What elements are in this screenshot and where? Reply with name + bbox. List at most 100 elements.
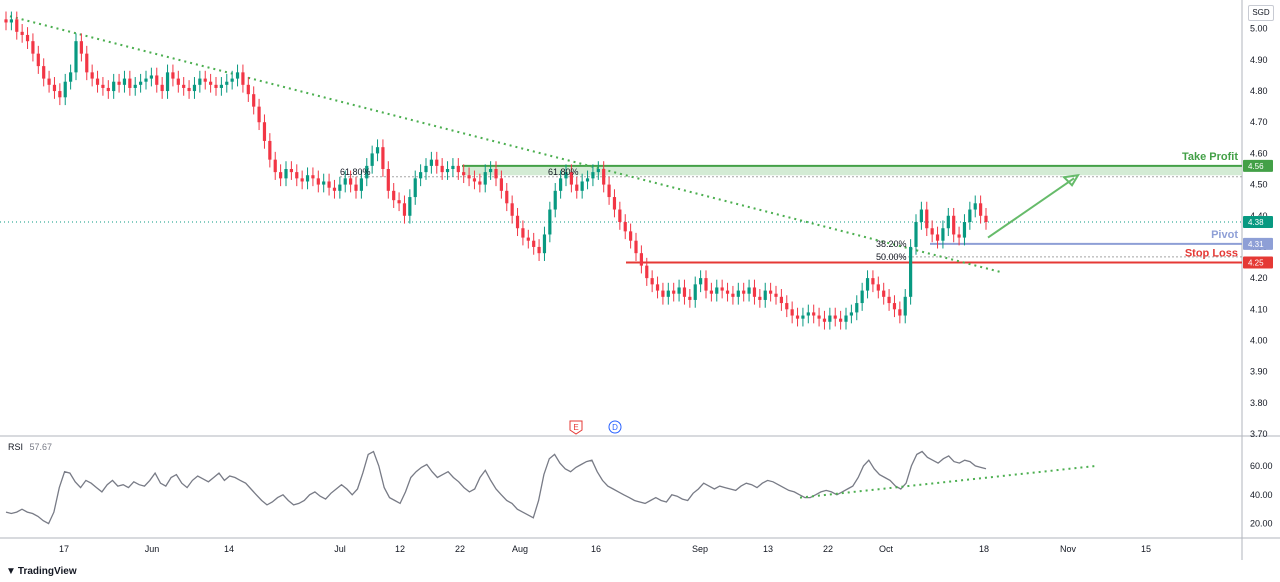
candle-body bbox=[957, 234, 961, 238]
candle-body bbox=[553, 190, 557, 210]
candle-body bbox=[316, 178, 320, 185]
candle-body bbox=[623, 222, 627, 232]
candle-body bbox=[20, 31, 24, 35]
candle-body bbox=[370, 153, 374, 166]
earnings-marker-label: E bbox=[573, 423, 578, 432]
candle-body bbox=[402, 203, 407, 216]
candle-body bbox=[273, 159, 277, 173]
candle-body bbox=[882, 290, 886, 297]
current-price-tag: 4.38 bbox=[1248, 218, 1264, 227]
pivot-tag-bg bbox=[1243, 237, 1273, 250]
candle-body bbox=[758, 296, 762, 300]
candle-body bbox=[311, 175, 315, 179]
candle-body bbox=[548, 209, 552, 235]
candle-body bbox=[58, 91, 62, 98]
candle-body bbox=[424, 165, 428, 173]
time-tick-label: 16 bbox=[591, 544, 601, 554]
candle-body bbox=[585, 178, 590, 182]
candle-body bbox=[225, 81, 229, 85]
candle-body bbox=[645, 265, 649, 279]
dividend-marker-icon bbox=[608, 420, 622, 434]
candle-body bbox=[192, 84, 197, 92]
candle-body bbox=[569, 172, 573, 185]
candle-body bbox=[31, 41, 35, 54]
candle-body bbox=[322, 181, 326, 185]
candle-body bbox=[230, 78, 234, 82]
pivot-label: Pivot bbox=[1211, 229, 1238, 241]
candle-body bbox=[871, 278, 875, 285]
candle-body bbox=[295, 172, 299, 179]
fib-label: 61.80% bbox=[340, 167, 371, 177]
candle-body bbox=[510, 203, 514, 216]
candle-body bbox=[198, 78, 202, 85]
candle-body bbox=[9, 19, 13, 23]
candle-body bbox=[505, 190, 509, 204]
price-tick-label: 4.90 bbox=[1250, 55, 1268, 65]
candle-body bbox=[559, 178, 563, 191]
candle-body bbox=[149, 75, 153, 79]
candle-body bbox=[413, 178, 417, 198]
candle-body bbox=[279, 172, 283, 179]
target-arrow-head bbox=[1061, 173, 1080, 187]
candle-body bbox=[725, 290, 730, 294]
candle-body bbox=[699, 278, 703, 285]
stop-loss-tag-bg bbox=[1243, 256, 1273, 269]
candle-body bbox=[709, 290, 713, 294]
candle-body bbox=[984, 215, 988, 222]
candle-body bbox=[112, 81, 116, 92]
candle-body bbox=[160, 84, 164, 92]
candle-body bbox=[327, 181, 331, 188]
candle-body bbox=[774, 293, 778, 297]
tradingview-logo[interactable]: ▼ TradingView bbox=[6, 566, 77, 577]
price-tick-label: 4.60 bbox=[1250, 148, 1268, 158]
candle-body bbox=[209, 81, 213, 85]
candle-body bbox=[133, 84, 137, 88]
candle-body bbox=[822, 318, 827, 322]
time-tick-label: 17 bbox=[59, 544, 69, 554]
fib-label: 38.20% bbox=[876, 239, 907, 249]
candle-body bbox=[122, 78, 127, 85]
candle-body bbox=[139, 81, 143, 85]
candle-body bbox=[359, 178, 363, 191]
candle-body bbox=[634, 240, 638, 254]
rsi-legend: RSI 57.67 bbox=[8, 442, 56, 452]
candle-body bbox=[182, 84, 186, 88]
candle-body bbox=[564, 172, 568, 179]
candle-body bbox=[952, 215, 956, 235]
candle-body bbox=[483, 172, 487, 185]
take-profit-label: Take Profit bbox=[1182, 151, 1238, 163]
candle-body bbox=[666, 290, 670, 297]
candle-body bbox=[462, 172, 466, 176]
candle-body bbox=[343, 178, 347, 185]
candle-body bbox=[575, 184, 579, 191]
candle-body bbox=[973, 203, 977, 210]
price-tick-label: 4.00 bbox=[1250, 335, 1268, 345]
candle-body bbox=[203, 78, 207, 82]
fib-label: 61.80% bbox=[548, 167, 579, 177]
time-tick-label: 15 bbox=[1141, 544, 1151, 554]
candle-body bbox=[639, 253, 643, 266]
candle-body bbox=[445, 169, 450, 173]
candle-body bbox=[478, 181, 482, 185]
pivot-tag: 4.31 bbox=[1248, 240, 1264, 249]
candle-body bbox=[763, 290, 767, 300]
candle-body bbox=[682, 287, 687, 297]
candle-body bbox=[661, 290, 665, 297]
price-tick-label: 4.70 bbox=[1250, 117, 1268, 127]
candle-body bbox=[607, 184, 611, 198]
candle-body bbox=[898, 309, 902, 316]
time-tick-label: Aug bbox=[512, 544, 528, 554]
candle-body bbox=[187, 87, 191, 92]
candle-body bbox=[128, 78, 132, 88]
candle-body bbox=[300, 178, 304, 182]
candle-body bbox=[779, 296, 783, 304]
candle-body bbox=[499, 178, 503, 191]
candle-body bbox=[769, 290, 773, 294]
candle-body bbox=[946, 215, 950, 229]
currency-badge[interactable]: SGD bbox=[1248, 5, 1274, 21]
candle-body bbox=[747, 287, 751, 294]
price-tick-label: 3.90 bbox=[1250, 367, 1268, 377]
time-tick-label: Oct bbox=[879, 544, 894, 554]
rsi-tick-label: 40.00 bbox=[1250, 490, 1273, 500]
